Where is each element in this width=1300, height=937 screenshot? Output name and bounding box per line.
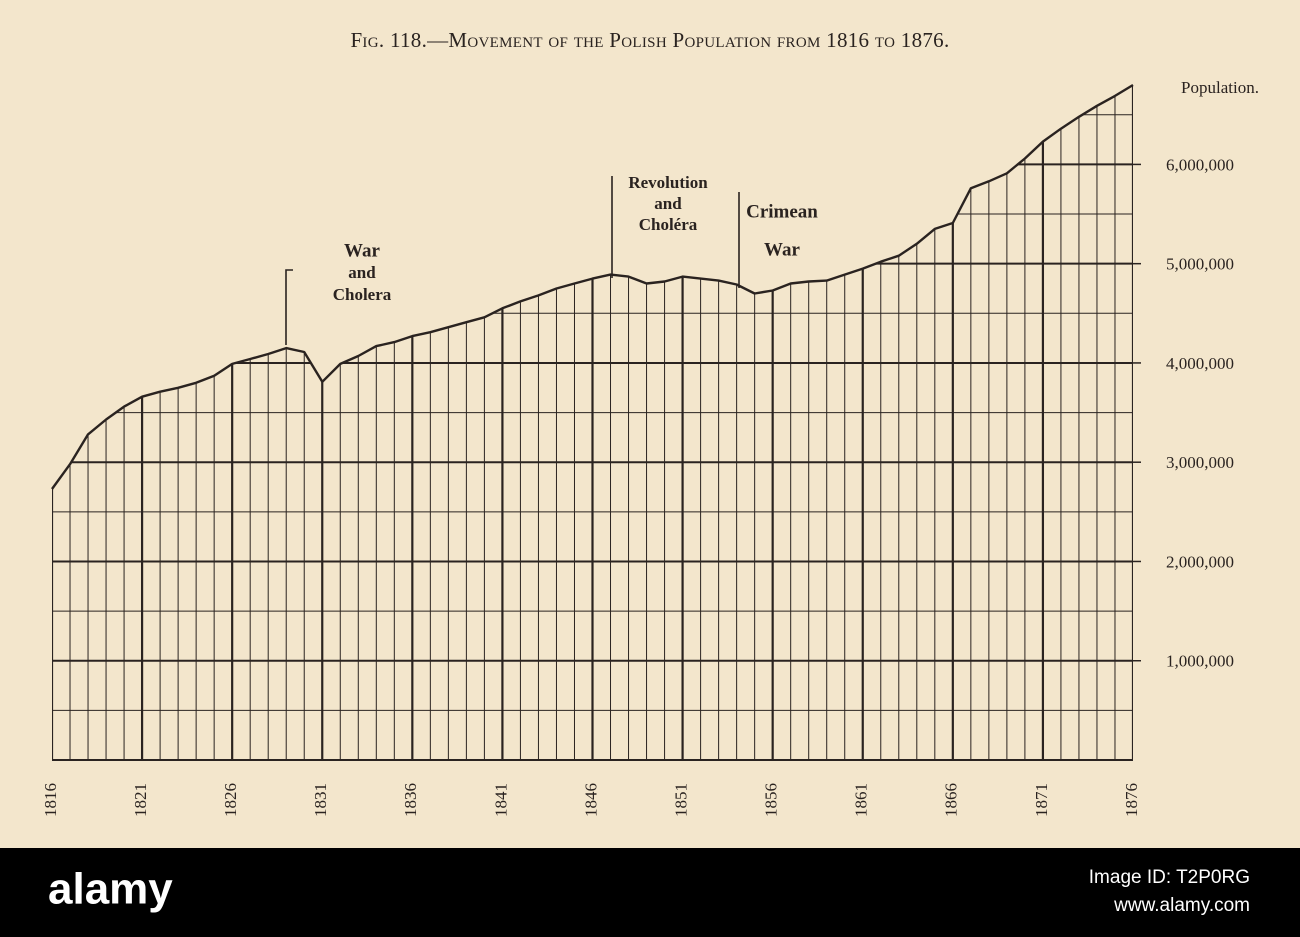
annotation-bracket bbox=[285, 269, 293, 345]
annotation: War bbox=[344, 240, 380, 261]
x-tick-label: 1876 bbox=[1122, 783, 1141, 817]
annotation: and bbox=[348, 263, 376, 282]
x-tick-label: 1836 bbox=[401, 783, 420, 817]
grid bbox=[52, 85, 1133, 760]
annotation: and bbox=[654, 194, 682, 213]
annotation: War bbox=[764, 239, 800, 260]
annotation: Crimean bbox=[746, 201, 818, 222]
y-tick-label: 4,000,000 bbox=[1166, 354, 1234, 373]
annotation: Choléra bbox=[639, 215, 698, 234]
x-tick-label: 1831 bbox=[311, 783, 330, 817]
x-tick-label: 1816 bbox=[41, 783, 60, 817]
x-tick-label: 1866 bbox=[942, 783, 961, 817]
annotation: Revolution bbox=[628, 173, 708, 192]
x-tick-label: 1846 bbox=[581, 783, 600, 817]
y-tick-label: 5,000,000 bbox=[1166, 255, 1234, 274]
x-tick-label: 1861 bbox=[852, 783, 871, 817]
annotation: Cholera bbox=[333, 285, 392, 304]
x-tick-label: 1871 bbox=[1032, 783, 1051, 817]
y-tick-label: 1,000,000 bbox=[1166, 652, 1234, 671]
x-tick-label: 1826 bbox=[221, 783, 240, 817]
y-tick-label: 3,000,000 bbox=[1166, 453, 1234, 472]
x-tick-label: 1851 bbox=[671, 783, 690, 817]
y-tick-label: 6,000,000 bbox=[1166, 155, 1234, 174]
x-tick-label: 1821 bbox=[131, 783, 150, 817]
x-tick-label: 1856 bbox=[762, 783, 781, 817]
footer-url: www.alamy.com bbox=[1113, 895, 1250, 916]
x-tick-label: 1841 bbox=[491, 783, 510, 817]
chart-title: Fig. 118.—Movement of the Polish Populat… bbox=[350, 28, 949, 52]
y-axis-label: Population. bbox=[1181, 78, 1259, 97]
marks: 1,000,000 2,000,000 3,000,000 4,000,000 5,00… bbox=[41, 83, 1234, 817]
footer-image-id: Image ID: T2P0RG bbox=[1089, 867, 1250, 888]
footer-brand: alamy bbox=[48, 865, 173, 914]
footer-band bbox=[0, 848, 1300, 937]
y-tick-label: 2,000,000 bbox=[1166, 552, 1234, 571]
population-line bbox=[51, 83, 1134, 490]
